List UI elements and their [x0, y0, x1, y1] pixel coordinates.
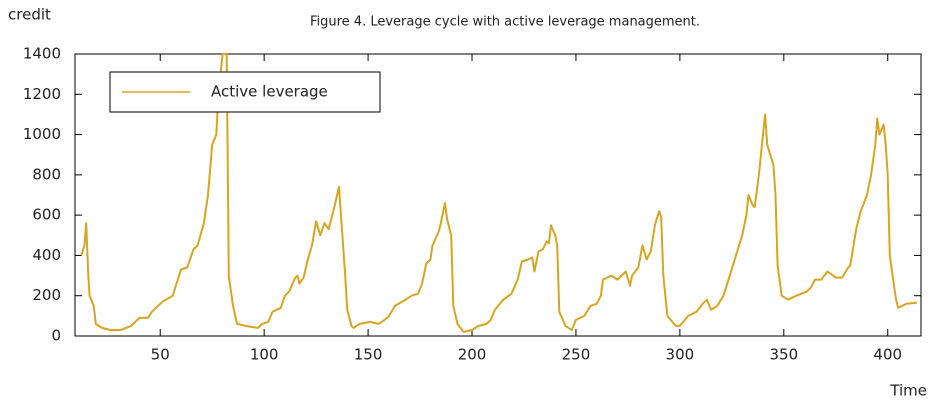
x-tick-label: 100	[250, 346, 279, 364]
plot-frame	[74, 53, 922, 337]
x-axis-label: Time	[889, 382, 927, 400]
x-tick-label: 150	[354, 346, 383, 364]
x-tick-label: 250	[562, 346, 591, 364]
x-tick-label: 50	[151, 346, 170, 364]
legend-label: Active leverage	[211, 83, 328, 101]
y-tick-label: 1400	[23, 45, 61, 63]
y-tick-label: 1200	[23, 85, 61, 103]
chart-title: Figure 4. Leverage cycle with active lev…	[310, 15, 700, 30]
y-tick-label: 600	[32, 206, 61, 224]
y-tick-label: 0	[51, 327, 61, 345]
y-tick-label: 400	[32, 246, 61, 264]
x-tick-label: 300	[666, 346, 695, 364]
y-tick-label: 1000	[23, 125, 61, 143]
y-tick-label: 800	[32, 165, 61, 183]
y-tick-label: 200	[32, 286, 61, 304]
x-tick-label: 350	[769, 346, 798, 364]
y-axis-label: credit	[8, 6, 51, 24]
data-line	[80, 53, 917, 333]
x-tick-label: 400	[873, 346, 902, 364]
x-tick-label: 200	[458, 346, 487, 364]
